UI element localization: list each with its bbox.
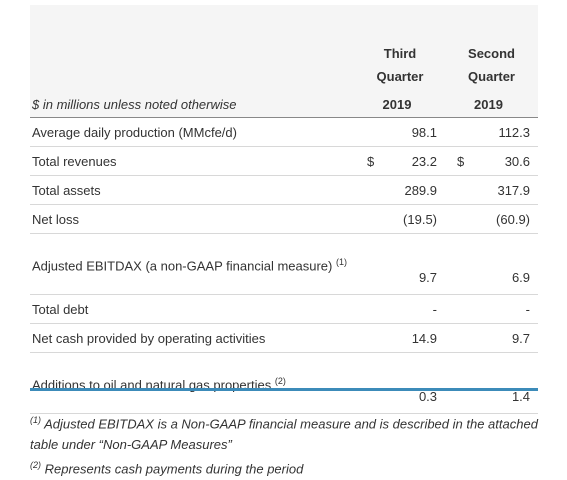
currency <box>355 117 387 147</box>
header-row: Third Quarter Second Quarter <box>30 5 539 91</box>
units-note: $ in millions unless noted otherwise <box>30 91 355 118</box>
footnote-text: Adjusted EBITDAX is a Non-GAAP financial… <box>30 416 538 453</box>
footnote-ref: (1) <box>335 256 347 267</box>
table: Third Quarter Second Quarter $ in millio… <box>30 5 539 414</box>
footnote-mark: (1) <box>30 415 41 425</box>
row: Average daily production (MMcfe/d) 98.1 11… <box>30 117 539 147</box>
label-text: Average daily production (MMcfe/d) <box>32 124 237 140</box>
label-text: Total debt <box>32 301 89 317</box>
value: 6.9 <box>477 233 539 295</box>
value: 289.9 <box>387 175 446 205</box>
footnote-mark: (2) <box>30 460 41 471</box>
currency <box>445 233 478 295</box>
value: 0.3 <box>387 352 446 414</box>
row: Total revenues $23.2 $30.6 <box>30 146 539 176</box>
row: Additions to oil and natural gas propert… <box>30 352 539 414</box>
currency <box>355 175 387 205</box>
currency <box>355 204 387 234</box>
row-label: Additions to oil and natural gas propert… <box>30 352 355 414</box>
currency: $ <box>445 146 478 176</box>
label-text: Total assets <box>32 182 101 198</box>
value: 112.3 <box>477 117 539 147</box>
table-container: Third Quarter Second Quarter $ in millio… <box>30 5 539 414</box>
year: 2019 <box>355 91 446 118</box>
label-text: Adjusted EBITDAX (a non-GAAP financial m… <box>32 258 333 274</box>
row-label: Total assets <box>30 175 355 205</box>
row: Net loss (19.5) (60.9) <box>30 204 539 234</box>
footnotes: (1) Adjusted EBITDAX is a Non-GAAP finan… <box>30 410 538 480</box>
currency <box>445 204 478 234</box>
currency <box>445 294 478 324</box>
divider <box>30 388 538 391</box>
value: - <box>387 294 446 324</box>
label-text: Total revenues <box>32 153 117 169</box>
row: Adjusted EBITDAX (a non-GAAP financial m… <box>30 233 539 295</box>
currency: $ <box>355 146 387 176</box>
header-cell: Second Quarter <box>445 5 539 91</box>
row-label: Average daily production (MMcfe/d) <box>30 117 355 147</box>
currency <box>445 323 478 353</box>
row: Net cash provided by operating activitie… <box>30 323 539 353</box>
currency <box>355 323 387 353</box>
value: 1.4 <box>477 352 539 414</box>
subheader-row: $ in millions unless noted otherwise 201… <box>30 91 539 118</box>
row-label: Total revenues <box>30 146 355 176</box>
currency <box>445 352 478 414</box>
value: 9.7 <box>477 323 539 353</box>
currency <box>355 352 387 414</box>
row: Total assets 289.9 317.9 <box>30 175 539 205</box>
currency <box>445 117 478 147</box>
header-cell: Third Quarter <box>355 5 446 91</box>
blank <box>30 5 355 91</box>
value: 9.7 <box>387 233 446 295</box>
row-label: Adjusted EBITDAX (a non-GAAP financial m… <box>30 233 355 295</box>
value: 23.2 <box>387 146 446 176</box>
row: Total debt - - <box>30 294 539 324</box>
currency <box>355 233 387 295</box>
value: 317.9 <box>477 175 539 205</box>
label-text: Net loss <box>32 211 79 227</box>
footnote: (2) Represents cash payments during the … <box>30 455 538 479</box>
row-label: Total debt <box>30 294 355 324</box>
currency <box>445 175 478 205</box>
footnote-ref: (2) <box>274 375 286 386</box>
value: (19.5) <box>387 204 446 234</box>
footnote: (1) Adjusted EBITDAX is a Non-GAAP finan… <box>30 410 538 455</box>
row-label: Net loss <box>30 204 355 234</box>
value: - <box>477 294 539 324</box>
value: (60.9) <box>477 204 539 234</box>
row-label: Net cash provided by operating activitie… <box>30 323 355 353</box>
value: 98.1 <box>387 117 446 147</box>
label-text: Net cash provided by operating activitie… <box>32 330 266 346</box>
footnote-text: Represents cash payments during the peri… <box>44 461 304 477</box>
year: 2019 <box>445 91 539 118</box>
value: 30.6 <box>477 146 539 176</box>
currency <box>355 294 387 324</box>
value: 14.9 <box>387 323 446 353</box>
